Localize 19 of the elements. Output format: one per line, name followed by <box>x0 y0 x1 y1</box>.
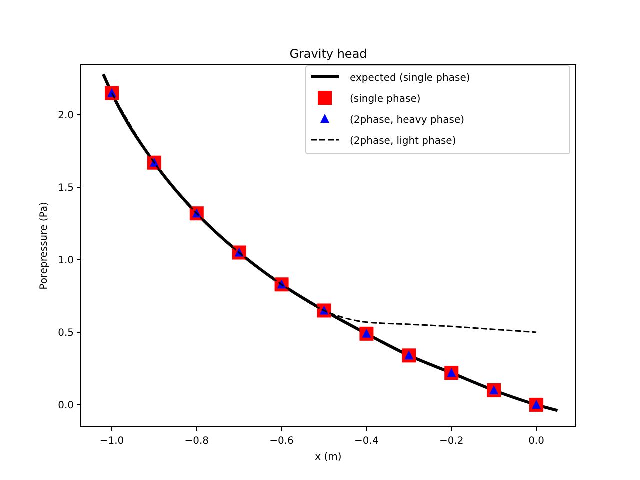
x-tick-label: −0.6 <box>270 436 294 447</box>
legend-label: (2phase, heavy phase) <box>350 115 465 126</box>
x-tick-label: −0.4 <box>354 436 379 447</box>
legend-label: (single phase) <box>350 94 421 105</box>
y-tick-label: 0.5 <box>58 328 74 339</box>
x-tick-label: −0.2 <box>439 436 464 447</box>
y-tick-label: 1.5 <box>58 183 74 194</box>
x-tick-label: −1.0 <box>100 436 124 447</box>
legend-label: expected (single phase) <box>350 73 470 84</box>
line-series <box>102 72 560 412</box>
y-tick-label: 1.0 <box>58 255 74 266</box>
chart-title: Gravity head <box>290 47 368 61</box>
y-tick-label: 2.0 <box>58 110 74 122</box>
legend-label: (2phase, light phase) <box>350 136 456 147</box>
x-tick-label: 0.0 <box>528 436 544 447</box>
x-tick-label: −0.8 <box>184 436 210 447</box>
x-axis-title: x (m) <box>315 452 342 463</box>
y-axis-title: Porepressure (Pa) <box>39 202 50 290</box>
y-tick-label: 0.0 <box>58 400 74 412</box>
